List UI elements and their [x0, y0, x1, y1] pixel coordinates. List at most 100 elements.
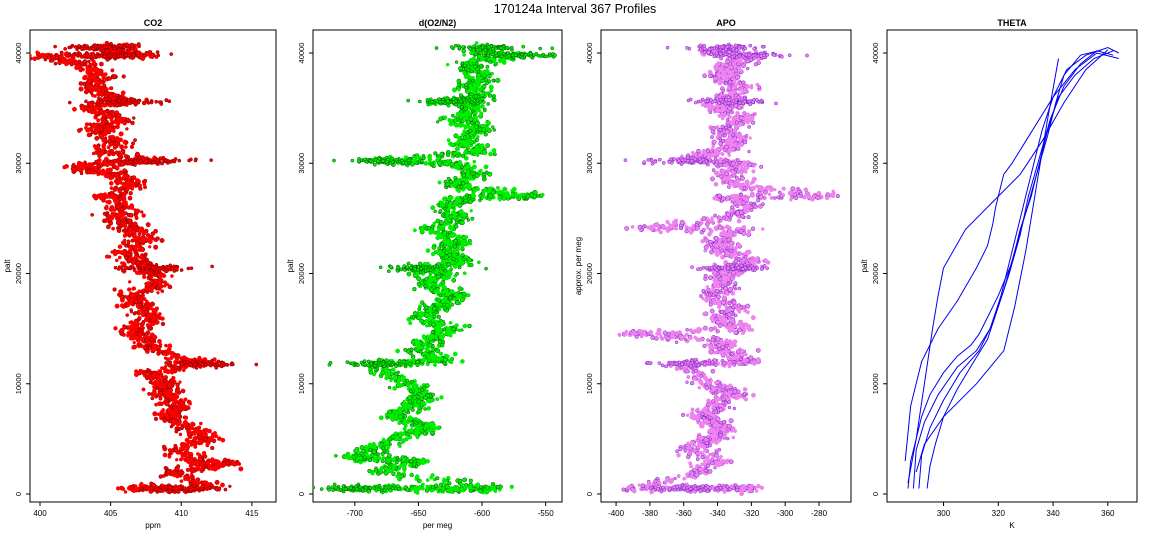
- cloud-point: [188, 401, 192, 406]
- band-point: [77, 44, 81, 48]
- cloud-point: [460, 482, 464, 487]
- band-point: [167, 99, 172, 104]
- cloud-point: [147, 325, 152, 331]
- x-axis-label: per meg: [423, 521, 452, 530]
- cloud-point: [169, 424, 174, 429]
- cloud-point: [397, 420, 402, 426]
- cloud-point: [128, 219, 132, 223]
- band-point: [85, 44, 89, 49]
- cloud-point: [66, 58, 72, 63]
- cloud-point: [32, 57, 37, 62]
- band-point: [199, 486, 204, 490]
- cloud-point: [153, 382, 159, 387]
- cloud-point: [104, 218, 110, 223]
- cloud-point: [110, 171, 116, 177]
- band-point: [147, 265, 151, 269]
- cloud-point: [192, 436, 198, 441]
- cloud-point: [115, 486, 121, 491]
- band-point: [209, 483, 214, 488]
- cloud-point: [121, 261, 126, 265]
- cloud-point: [142, 237, 147, 242]
- cloud-point: [130, 206, 135, 211]
- cloud-point: [105, 200, 109, 204]
- cloud-point: [118, 131, 124, 137]
- cloud-point: [130, 336, 136, 341]
- y-tick-label: 20000: [297, 263, 306, 284]
- y-tick-label: 20000: [14, 263, 23, 284]
- x-axis-label: ppm: [145, 521, 161, 530]
- cloud-point: [129, 298, 134, 302]
- cloud-point: [78, 81, 84, 86]
- cloud-point: [137, 183, 142, 188]
- cloud-point: [99, 151, 104, 156]
- cloud-point: [96, 193, 101, 198]
- cloud-point: [30, 53, 32, 58]
- band-point: [195, 485, 200, 490]
- cloud-point: [497, 195, 502, 201]
- cloud-point: [412, 228, 417, 233]
- cloud-point: [110, 212, 116, 218]
- cloud-point: [461, 291, 467, 297]
- cloud-point: [112, 287, 117, 292]
- cloud-point: [149, 234, 153, 239]
- band-point: [191, 483, 196, 488]
- cloud-point: [137, 342, 142, 347]
- band-point: [200, 362, 205, 367]
- cloud-point: [105, 108, 110, 113]
- band-point: [122, 97, 127, 102]
- y-axis-label: palt: [286, 259, 295, 273]
- cloud-point: [147, 391, 151, 396]
- cloud-point: [110, 68, 115, 73]
- cloud-point: [25, 55, 28, 58]
- cloud-point: [186, 432, 192, 438]
- cloud-point: [453, 202, 458, 207]
- cloud-point: [192, 461, 197, 466]
- cloud-point: [64, 163, 69, 169]
- cloud-point: [96, 164, 101, 169]
- cloud-point: [158, 274, 163, 279]
- cloud-point: [111, 74, 117, 80]
- cloud-point: [456, 234, 462, 240]
- cloud-point: [152, 411, 158, 417]
- cloud-point: [122, 48, 126, 53]
- cloud-point: [123, 145, 128, 149]
- cloud-point: [116, 228, 122, 233]
- cloud-point: [174, 388, 180, 394]
- cloud-point: [101, 193, 107, 198]
- band-point: [164, 485, 169, 489]
- cloud-point: [167, 454, 172, 459]
- cloud-point: [114, 303, 120, 309]
- cloud-point: [93, 78, 99, 83]
- x-tick-label: 400: [33, 509, 47, 518]
- cloud-point: [145, 222, 151, 228]
- cloud-point: [185, 467, 191, 473]
- cloud-point: [156, 291, 160, 295]
- cloud-point: [210, 434, 215, 439]
- cloud-point: [144, 303, 150, 309]
- cloud-point: [123, 177, 128, 182]
- cloud-point: [409, 487, 414, 492]
- cloud-point: [93, 68, 98, 73]
- cloud-point: [126, 252, 131, 257]
- band-point: [169, 160, 173, 164]
- cloud-point: [171, 419, 177, 425]
- cloud-point: [442, 115, 448, 120]
- cloud-point: [69, 62, 74, 67]
- cloud-point: [220, 482, 225, 488]
- cloud-point: [184, 447, 189, 452]
- cloud-point: [152, 392, 157, 397]
- cloud-point: [492, 128, 496, 132]
- cloud-point: [111, 226, 116, 231]
- cloud-point: [131, 261, 135, 266]
- band-point: [212, 485, 216, 490]
- cloud-point: [100, 116, 105, 122]
- cloud-point: [133, 299, 139, 304]
- band-point: [113, 101, 118, 105]
- band-point: [113, 265, 118, 270]
- band-point: [154, 99, 159, 104]
- band-point: [106, 100, 111, 105]
- cloud-point: [30, 56, 33, 61]
- cloud-point: [205, 443, 210, 448]
- cloud-point: [455, 271, 459, 276]
